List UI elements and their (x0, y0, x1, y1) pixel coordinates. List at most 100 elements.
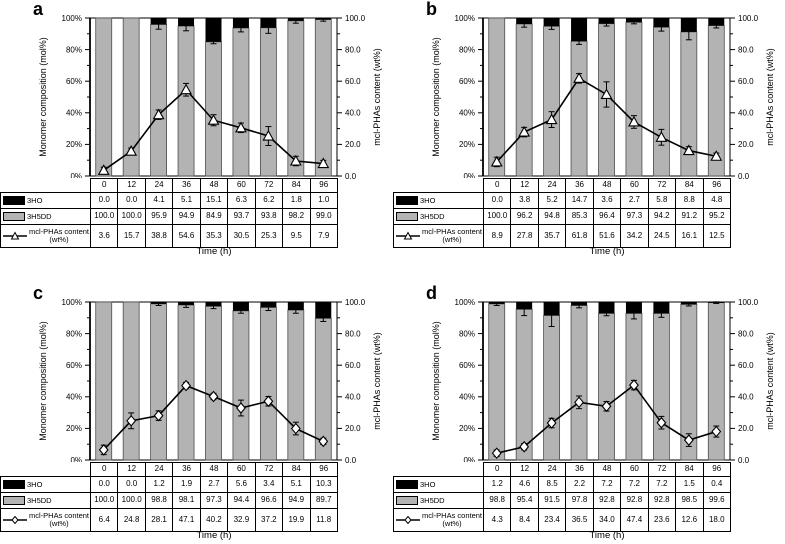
value-cell: 96.6 (254, 492, 284, 509)
value-cell: 6.4 (89, 508, 119, 532)
value-cell: 54.6 (172, 224, 201, 248)
value-cell: 7.2 (647, 476, 677, 493)
value-cell: 100.0 (117, 492, 146, 509)
time-header-cell: 36 (172, 178, 201, 193)
right-tick-label: 20.0 (738, 424, 754, 433)
bar-3ho (598, 302, 615, 314)
legend-label-line2: (wt%) (49, 519, 69, 528)
bar-3h5dd (232, 27, 250, 177)
legend-spacer-cell (1, 179, 91, 193)
legend-cell: 3HO (393, 192, 484, 209)
table-row-mcl-phas: mcl-PHAs content (wt%) 4.3 8.4 23.4 36.5 34.0 4… (393, 508, 731, 532)
value-cell: 12.6 (675, 508, 704, 532)
legend-entry: 3H5DD (396, 212, 482, 221)
right-tick-label: 20.0 (738, 140, 754, 149)
legend-entry: mcl-PHAs content (wt%) (3, 512, 89, 528)
value-cell: 97.3 (199, 492, 229, 509)
bar-3h5dd (122, 17, 140, 177)
bar-3h5dd (652, 26, 670, 177)
value-cell: 27.8 (510, 224, 539, 248)
right-tick-label: 60.0 (738, 77, 754, 86)
triangle-marker (207, 114, 220, 125)
diamond-marker (546, 417, 557, 429)
time-header-cell: 72 (647, 178, 677, 193)
value-cell: 97.8 (565, 492, 594, 509)
value-cell: 100.0 (117, 208, 146, 225)
time-header-cell: 24 (144, 462, 174, 477)
time-header-cell: 84 (675, 178, 704, 193)
value-cell: 94.8 (537, 208, 567, 225)
table-row-3ho: 3HO 0.0 0.0 4.1 5.1 15.1 6.3 6.2 1.8 1.0 (0, 192, 338, 209)
right-tick-label: 20.0 (345, 140, 361, 149)
value-cell: 14.7 (565, 192, 594, 209)
line-triangle-marker-icon (396, 231, 420, 240)
triangle-marker (600, 88, 613, 100)
diamond-marker (236, 402, 246, 414)
bar-3h5dd (598, 312, 615, 461)
value-cell: 3.4 (254, 476, 284, 493)
value-cell: 94.4 (227, 492, 256, 509)
bar-3ho (708, 18, 725, 26)
black-bar-swatch-icon (3, 196, 25, 205)
time-header-cell: 48 (199, 178, 229, 193)
right-tick-label: 40.0 (345, 393, 361, 402)
legend-label: 3HO (27, 479, 43, 489)
time-header-cell: 0 (482, 178, 512, 193)
left-tick-label: 0% (70, 456, 82, 465)
diamond-marker (656, 416, 667, 429)
time-header-cell: 36 (565, 178, 594, 193)
value-cell: 19.9 (282, 508, 311, 532)
line-triangle-marker-icon (3, 231, 27, 240)
value-cell: 93.8 (254, 208, 284, 225)
legend-cell: 3H5DD (0, 492, 91, 509)
value-cell: 97.3 (620, 208, 649, 225)
value-cell: 12.5 (702, 224, 731, 248)
value-cell: 5.6 (227, 476, 256, 493)
left-axis-title: Monomer composition (mol%) (38, 37, 48, 157)
left-tick-label: 100% (455, 14, 475, 23)
value-cell: 24.8 (117, 508, 146, 532)
value-cell: 61.8 (565, 224, 594, 248)
panel-d-x-axis-title: Time (h) (589, 530, 625, 541)
panel-a: a 0% 0.0 20% 20.0 40% 40.0 60% 60.0 80% 80.0 100% 1… (0, 0, 392, 272)
right-tick-label: 100.0 (738, 14, 759, 23)
bar-3h5dd (287, 20, 305, 177)
right-tick-label: 100.0 (345, 298, 366, 307)
left-tick-label: 40% (66, 109, 82, 118)
legend-label: 3H5DD (27, 211, 52, 221)
bar-3h5dd (625, 21, 643, 177)
right-tick-label: 80.0 (345, 45, 361, 54)
bar-3h5dd (287, 309, 305, 461)
bar-3ho (653, 18, 670, 28)
diamond-marker (208, 390, 219, 403)
time-header-cell: 0 (89, 178, 119, 193)
time-header-cell: 24 (537, 462, 567, 477)
value-cell: 4.8 (702, 192, 731, 209)
value-cell: 9.5 (282, 224, 311, 248)
time-header-cell: 0 (482, 462, 512, 477)
legend-spacer-cell (394, 179, 484, 193)
value-cell: 0.0 (89, 476, 119, 493)
bar-3ho (232, 18, 249, 28)
value-cell: 84.9 (199, 208, 229, 225)
triangle-marker (490, 155, 503, 167)
value-cell: 10.3 (309, 476, 338, 493)
table-row-mcl-phas: mcl-PHAs content (wt%) 3.6 15.7 38.8 54.6 35.3… (0, 224, 338, 248)
value-cell: 1.5 (675, 476, 704, 493)
left-axis-title: Monomer composition (mol%) (431, 321, 441, 441)
time-header-cell: 48 (199, 462, 229, 477)
bar-3h5dd (314, 19, 332, 177)
diamond-marker (404, 515, 412, 525)
time-header-cell: 96 (309, 462, 338, 477)
value-cell: 34.2 (620, 224, 649, 248)
value-cell: 37.2 (254, 508, 284, 532)
value-cell: 99.6 (702, 492, 731, 509)
table-row-3ho: 3HO 1.2 4.6 8.5 2.2 7.2 7.2 7.2 1.5 0.4 (393, 476, 731, 493)
value-cell: 85.3 (565, 208, 594, 225)
value-cell: 36.5 (565, 508, 594, 532)
legend-label-line2: (wt%) (442, 519, 462, 528)
value-cell: 11.8 (309, 508, 338, 532)
value-cell: 34.0 (592, 508, 622, 532)
time-header-cell: 24 (537, 178, 567, 193)
